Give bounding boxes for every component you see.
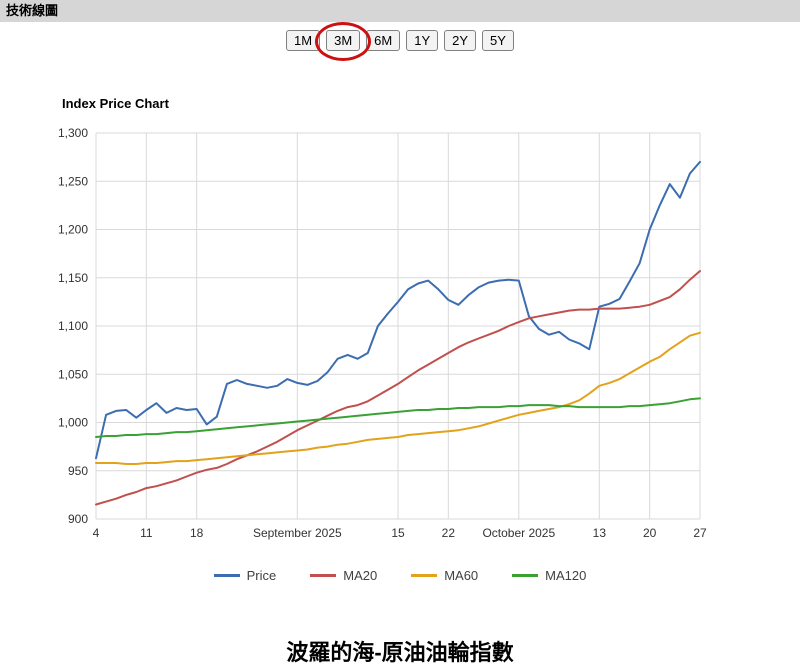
svg-text:11: 11: [140, 526, 153, 540]
legend-swatch-ma20: [310, 574, 337, 577]
svg-text:20: 20: [643, 526, 657, 540]
svg-text:1,150: 1,150: [58, 271, 88, 285]
range-button-3m-wrap: 3M: [315, 22, 372, 61]
svg-text:September 2025: September 2025: [253, 526, 342, 540]
svg-text:1,000: 1,000: [58, 416, 88, 430]
range-button-1y[interactable]: 1Y: [406, 30, 439, 51]
svg-text:13: 13: [593, 526, 607, 540]
range-toolbar: 1M 3M 6M 1Y 2Y 5Y: [0, 22, 800, 61]
legend-swatch-ma120: [512, 574, 539, 577]
svg-text:October 2025: October 2025: [482, 526, 555, 540]
range-button-2y[interactable]: 2Y: [444, 30, 477, 51]
legend-item-price: Price: [213, 568, 277, 583]
svg-text:4: 4: [93, 526, 100, 540]
svg-text:1,050: 1,050: [58, 367, 88, 381]
legend-label-ma60: MA60: [444, 568, 479, 583]
range-button-1m[interactable]: 1M: [286, 30, 321, 51]
section-header: 技術線圖: [0, 0, 800, 22]
legend-item-ma20: MA20: [310, 568, 377, 583]
legend-label-ma20: MA20: [343, 568, 378, 583]
range-button-3m[interactable]: 3M: [326, 30, 361, 51]
chart-title: Index Price Chart: [62, 96, 169, 111]
legend-item-ma60: MA60: [411, 568, 478, 583]
chart-area: 900 950 1,000 1,050 1,100 1,150 1,200 1,250 1,30…: [36, 113, 800, 554]
svg-text:1,250: 1,250: [58, 174, 88, 188]
svg-text:950: 950: [68, 464, 88, 478]
svg-text:1,100: 1,100: [58, 319, 88, 333]
legend-swatch-ma60: [411, 574, 438, 577]
svg-text:22: 22: [442, 526, 456, 540]
section-title: 技術線圖: [6, 3, 59, 18]
legend-item-ma120: MA120: [512, 568, 586, 583]
svg-text:15: 15: [391, 526, 405, 540]
svg-text:1,300: 1,300: [58, 126, 88, 140]
svg-text:900: 900: [68, 512, 88, 526]
svg-text:1,200: 1,200: [58, 223, 88, 237]
range-button-6m[interactable]: 6M: [366, 30, 401, 51]
legend-label-price: Price: [246, 568, 277, 583]
index-name-title: 波羅的海-原油油輪指數: [286, 640, 514, 665]
range-button-5y[interactable]: 5Y: [482, 30, 514, 51]
legend-swatch-price: [213, 574, 240, 577]
svg-text:27: 27: [693, 526, 707, 540]
legend-label-ma120: MA120: [545, 568, 587, 583]
svg-text:18: 18: [190, 526, 204, 540]
chart-legend: Price MA20 MA60 MA120: [0, 568, 800, 583]
index-price-chart-svg: 900 950 1,000 1,050 1,100 1,150 1,200 1,250 1,30…: [58, 126, 707, 540]
